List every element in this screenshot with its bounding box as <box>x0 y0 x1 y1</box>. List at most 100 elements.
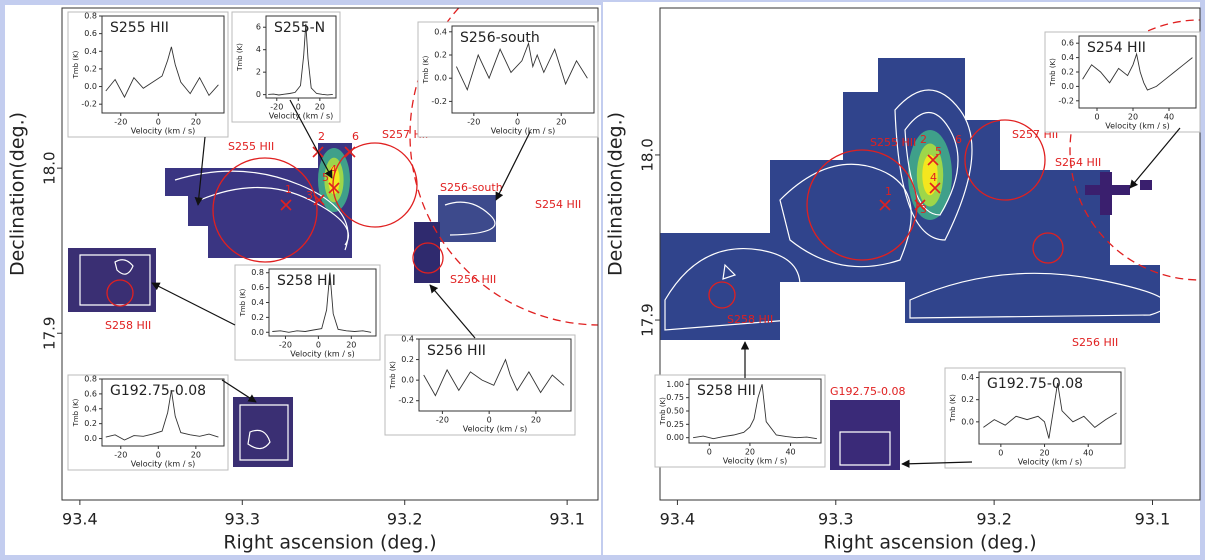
inset-y-label: Tmb (K) <box>422 55 430 84</box>
inset-y-tick-label: 0.6 <box>1061 39 1074 48</box>
inset-y-tick-label: 0.4 <box>251 298 264 307</box>
inset-y-tick-label: 2 <box>256 68 261 77</box>
inset-x-label: Velocity (km / s) <box>131 127 196 136</box>
inset-x-tick-label: -20 <box>114 118 127 127</box>
inset-title: S258 HII <box>277 273 336 289</box>
region-label: S258 HII <box>727 313 773 326</box>
inset-x-label: Velocity (km / s) <box>491 127 556 136</box>
inset-y-label: Tmb (K) <box>1049 58 1057 87</box>
inset-y-tick-label: 0.4 <box>84 404 97 413</box>
map-region <box>1140 180 1152 190</box>
inset-x-tick-label: 20 <box>556 118 566 127</box>
x-tick-label: 93.2 <box>387 510 423 529</box>
region-label: S254 HII <box>1055 156 1101 169</box>
x-axis-label: Right ascension (deg.) <box>223 532 436 554</box>
inset-y-tick-label: 0.6 <box>84 389 97 398</box>
inset-x-tick-label: 0 <box>707 448 712 457</box>
inset-y-tick-label: -0.2 <box>398 396 414 405</box>
x-tick-label: 93.3 <box>818 510 854 529</box>
inset-y-label: Tmb (K) <box>72 398 80 427</box>
inset-x-label: Velocity (km / s) <box>131 460 196 469</box>
region-label: 6 <box>955 133 962 146</box>
inset-y-tick-label: 0.50 <box>666 407 684 416</box>
inset-y-tick-label: 0.0 <box>434 74 447 83</box>
inset-x-label: Velocity (km / s) <box>1105 122 1170 131</box>
region-label: 2 <box>318 130 325 143</box>
inset-y-tick-label: 1.00 <box>666 380 684 389</box>
region-label: S256 HII <box>450 273 496 286</box>
region-label: S255 HII <box>870 136 916 149</box>
inset-x-tick-label: 0 <box>316 341 321 350</box>
inset-x-tick-label: -20 <box>436 416 449 425</box>
inset-y-tick-label: 0.2 <box>84 64 97 73</box>
inset-y-label: Tmb (K) <box>239 288 247 317</box>
x-tick-label: 93.1 <box>1135 510 1171 529</box>
inset-y-tick-label: 0.4 <box>401 335 414 344</box>
inset-x-tick-label: 20 <box>745 448 755 457</box>
inset-y-label: Tmb (K) <box>236 43 244 72</box>
inset-x-label: Velocity (km / s) <box>723 457 788 466</box>
region-label: 5 <box>935 145 942 158</box>
region-label: 3 <box>306 189 313 202</box>
inset-y-tick-label: 0.2 <box>1061 68 1074 77</box>
y-tick-label: 18.0 <box>41 151 59 184</box>
y-tick-label: 17.9 <box>639 303 657 336</box>
inset-title: G192.75-0.08 <box>987 376 1083 392</box>
inset-x-tick-label: 20 <box>346 341 356 350</box>
inset-x-tick-label: 0 <box>487 416 492 425</box>
inset-x-tick-label: 0 <box>515 118 520 127</box>
region-label: S256-south <box>440 181 503 194</box>
inset-x-tick-label: -20 <box>467 118 480 127</box>
x-tick-label: 93.4 <box>660 510 696 529</box>
inset-y-tick-label: 0.0 <box>961 417 974 426</box>
inset-title: S254 HII <box>1087 40 1146 56</box>
inset-x-tick-label: 20 <box>531 416 541 425</box>
inset-x-tick-label: 0 <box>296 103 301 112</box>
inset-x-tick-label: 40 <box>1083 449 1093 458</box>
x-axis-label: Right ascension (deg.) <box>823 532 1036 554</box>
inset-x-label: Velocity (km / s) <box>1018 458 1083 467</box>
inset-x-tick-label: 20 <box>1128 113 1138 122</box>
inset-x-tick-label: 0 <box>1094 113 1099 122</box>
x-tick-label: 93.4 <box>62 510 98 529</box>
inset-y-label: Tmb (K) <box>949 394 957 423</box>
inset-y-tick-label: 0.2 <box>961 395 974 404</box>
y-tick-label: 18.0 <box>639 138 657 171</box>
region-label: 4 <box>330 163 337 176</box>
inset-y-tick-label: 0.8 <box>84 12 97 21</box>
inset-y-tick-label: 0.0 <box>401 376 414 385</box>
y-axis-label: Declination(deg.) <box>7 112 29 276</box>
inset-y-tick-label: 0.2 <box>84 419 97 428</box>
y-axis-label: Declination(deg.) <box>605 112 627 276</box>
region-label: S256 HII <box>1072 336 1118 349</box>
inset-x-label: Velocity (km / s) <box>269 112 334 121</box>
inset-title: G192.75-0.08 <box>110 383 206 399</box>
inset-x-tick-label: 20 <box>315 103 325 112</box>
inset-title: S255 HII <box>110 20 169 36</box>
inset-y-tick-label: -0.2 <box>1058 96 1074 105</box>
inset-y-tick-label: 0.0 <box>84 82 97 91</box>
region-label: 4 <box>930 171 937 184</box>
figure: S255 HIIS257 HIIS256-southS254 HIIS256 H… <box>0 0 1205 560</box>
page: S255 HIIS257 HIIS256-southS254 HIIS256 H… <box>0 0 1205 560</box>
inset-x-tick-label: 20 <box>1039 449 1049 458</box>
inset-x-tick-label: -20 <box>279 341 292 350</box>
inset-y-tick-label: 0.0 <box>1061 82 1074 91</box>
x-tick-label: 93.2 <box>976 510 1012 529</box>
region-label: 1 <box>285 183 292 196</box>
inset-x-tick-label: -20 <box>270 103 283 112</box>
inset-x-tick-label: 20 <box>191 118 201 127</box>
region-label: 6 <box>352 130 359 143</box>
inset-x-tick-label: 0 <box>156 118 161 127</box>
inset-y-label: Tmb (K) <box>659 397 667 426</box>
region-label: 1 <box>885 185 892 198</box>
inset-y-tick-label: 0.4 <box>84 47 97 56</box>
inset-title: S256 HII <box>427 343 486 359</box>
map-region <box>68 248 156 312</box>
inset-x-label: Velocity (km / s) <box>290 350 355 359</box>
region-label: S258 HII <box>105 319 151 332</box>
inset-x-tick-label: -20 <box>114 451 127 460</box>
inset-y-label: Tmb (K) <box>72 50 80 79</box>
inset-y-tick-label: 0.2 <box>401 355 414 364</box>
